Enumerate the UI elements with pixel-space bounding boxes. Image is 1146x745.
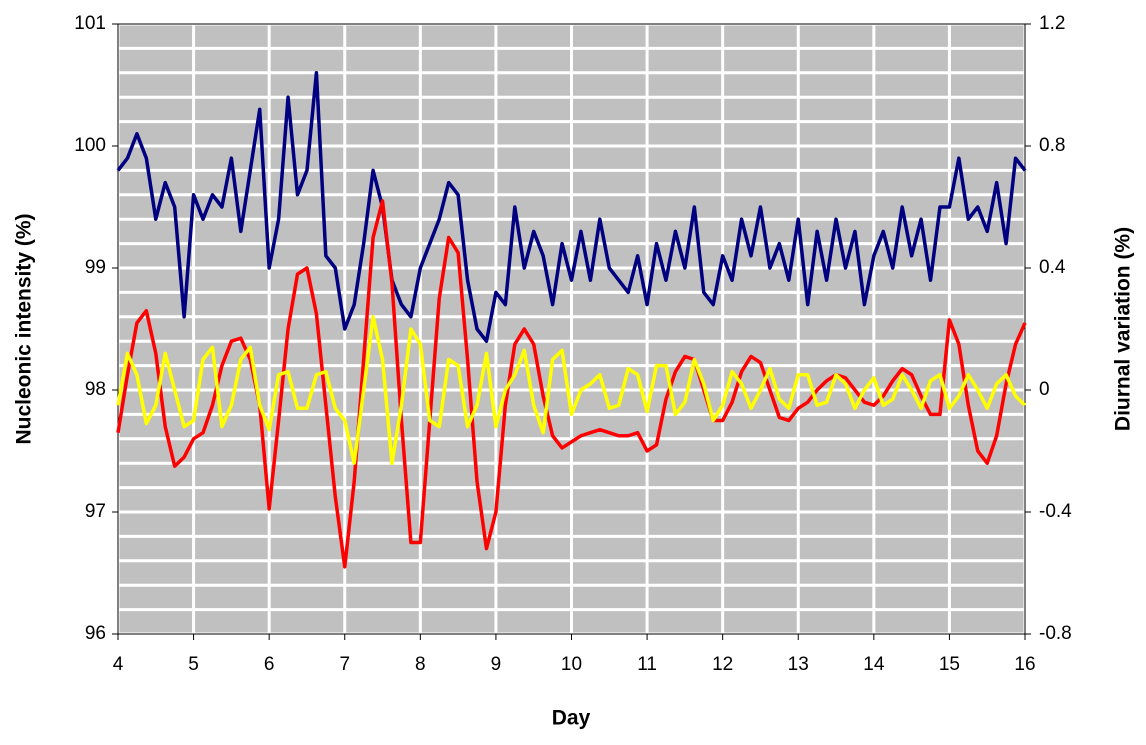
x-tick-label: 13: [788, 654, 809, 675]
data-line: [116, 315, 1027, 465]
y-tick-label: 99: [85, 257, 106, 278]
x-tick-label: 6: [264, 654, 275, 675]
data-line: [116, 199, 1027, 569]
x-tick-label: 8: [415, 654, 426, 675]
y2-tick-label: 0.4: [1039, 257, 1066, 278]
y2-tick-label: 0: [1039, 379, 1050, 400]
x-tick-label: 11: [637, 654, 657, 675]
x-tick-label: 4: [113, 654, 124, 675]
y2-axis-title: Diurnal variation (%): [1112, 227, 1135, 431]
x-tick-label: 9: [491, 654, 502, 675]
x-tick-label: 15: [939, 654, 960, 675]
data-line: [116, 71, 1027, 343]
y2-tick-label: 0.8: [1039, 135, 1065, 156]
y-tick-label: 96: [85, 623, 106, 644]
y-tick-label: 98: [85, 379, 106, 400]
y-tick-label: 101: [74, 13, 106, 34]
y2-tick-label: -0.8: [1039, 623, 1072, 644]
x-axis-title: Day: [552, 707, 591, 730]
x-tick-label: 14: [863, 654, 885, 675]
y-tick-label: 100: [74, 135, 106, 156]
y2-tick-label: 1.2: [1039, 13, 1065, 34]
x-tick-label: 12: [712, 654, 733, 675]
x-tick-label: 7: [339, 654, 350, 675]
x-tick-label: 10: [561, 654, 582, 675]
y-axis-title: Nucleonic intensity (%): [13, 213, 36, 444]
x-tick-label: 16: [1014, 654, 1035, 675]
y2-tick-label: -0.4: [1039, 501, 1072, 522]
x-tick-label: 5: [188, 654, 199, 675]
y-tick-label: 97: [85, 501, 106, 522]
